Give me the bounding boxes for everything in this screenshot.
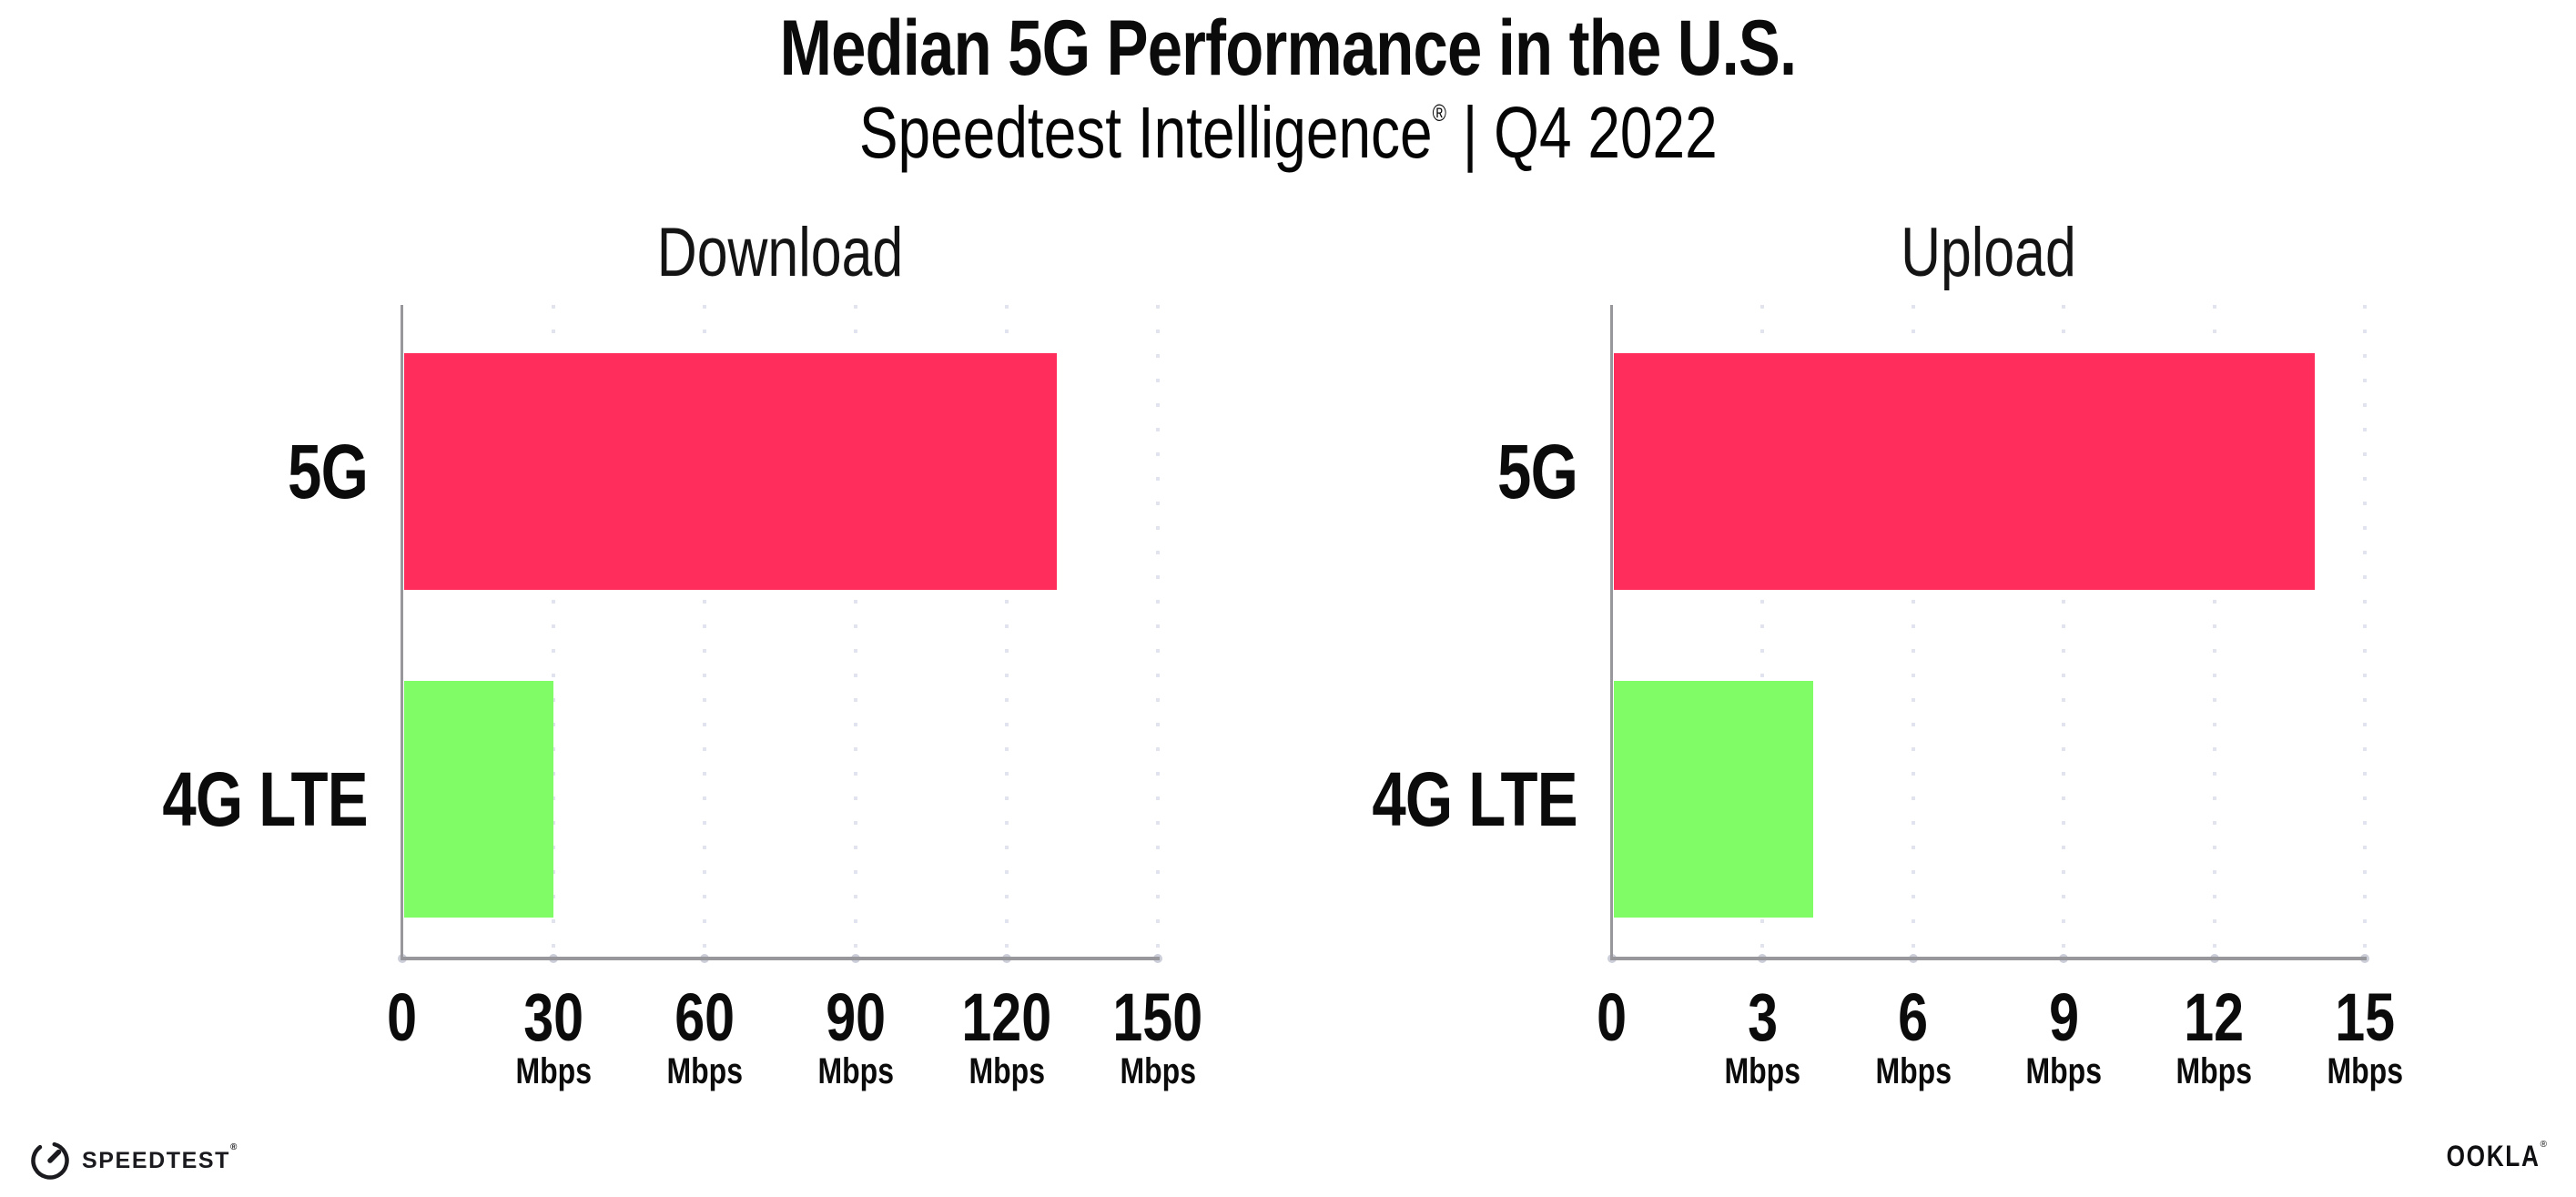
x-tick-label: 150 [1112,979,1203,1055]
gridline [552,305,555,959]
x-tick-label: 30 [523,979,583,1055]
x-tick-unit: Mbps [666,1051,743,1091]
figure-title: Median 5G Performance in the U.S. [0,5,2576,92]
x-tick-label: 15 [2335,979,2395,1055]
download-chart: 0 30 Mbps 60 Mbps 90 Mbps 120 Mbps 150 Mbps 5G 4G LT… [163,305,1202,1090]
x-tick-label: 12 [2184,979,2245,1055]
y-category-label: 4G LTE [1372,756,1578,842]
subtitle-period: | Q4 2022 [1445,92,1718,173]
gridline [854,305,857,959]
x-tick-unit: Mbps [1875,1051,1952,1091]
x-tick-unit: Mbps [2025,1051,2102,1091]
speedtest-gauge-icon [31,1141,69,1180]
speedtest-registered-mark: ® [230,1141,239,1152]
ookla-wordmark: OOKLA [2446,1140,2541,1172]
gridline [1760,305,1765,959]
ookla-registered-mark: ® [2540,1140,2547,1150]
4g-lte-bar-upload [1614,681,1813,918]
x-tick-label: 0 [1597,979,1628,1055]
y-category-label: 4G LTE [162,756,369,842]
speedtest-logo: SPEEDTEST® [30,1140,238,1182]
gridline [1911,305,1915,959]
x-tick-label: 3 [1747,979,1778,1055]
5g-bar-upload [1614,353,2315,590]
download-chart-title: Download [656,214,904,291]
y-category-label: 5G [1496,429,1578,514]
gridline [2062,305,2066,959]
x-tick-unit: Mbps [969,1051,1045,1091]
x-tick-unit: Mbps [817,1051,894,1091]
x-tick-unit: Mbps [2327,1051,2403,1091]
figure-title-text: Median 5G Performance in the U.S. [779,5,1798,92]
x-tick-label: 90 [826,979,886,1055]
gridline [1005,305,1009,959]
gridline [2212,305,2216,959]
x-tick-unit: Mbps [1120,1051,1196,1091]
y-axis-line [401,305,403,959]
4g-lte-bar-download [404,681,553,918]
x-tick-unit: Mbps [2175,1051,2253,1091]
x-tick-label: 0 [387,979,418,1055]
figure-subtitle: Speedtest Intelligence® | Q4 2022 [0,93,2576,173]
ookla-logo: OOKLA ® [2426,1140,2547,1176]
subtitle-brand: Speedtest Intelligence [858,92,1433,173]
x-tick-unit: Mbps [515,1051,592,1091]
x-tick-label: 9 [2048,979,2079,1055]
x-tick-label: 60 [674,979,735,1055]
y-axis-line [1610,305,1613,959]
registered-mark: ® [1432,99,1446,127]
x-tick-unit: Mbps [1724,1051,1801,1091]
upload-chart-title: Upload [1901,214,2076,291]
5g-bar-download [404,353,1058,590]
upload-chart: 0 3 Mbps 6 Mbps 9 Mbps 12 Mbps 15 Mbps 5G 4G LTE [1373,305,2403,1090]
x-axis-line [1610,957,2367,960]
gridline [1156,305,1160,959]
gridline [2363,305,2367,959]
speedtest-wordmark: SPEEDTEST® [82,1141,239,1173]
x-tick-label: 6 [1898,979,1929,1055]
x-tick-label: 120 [961,979,1052,1055]
x-axis-line [401,957,1160,960]
y-category-label: 5G [287,429,369,514]
gridline [703,305,706,959]
